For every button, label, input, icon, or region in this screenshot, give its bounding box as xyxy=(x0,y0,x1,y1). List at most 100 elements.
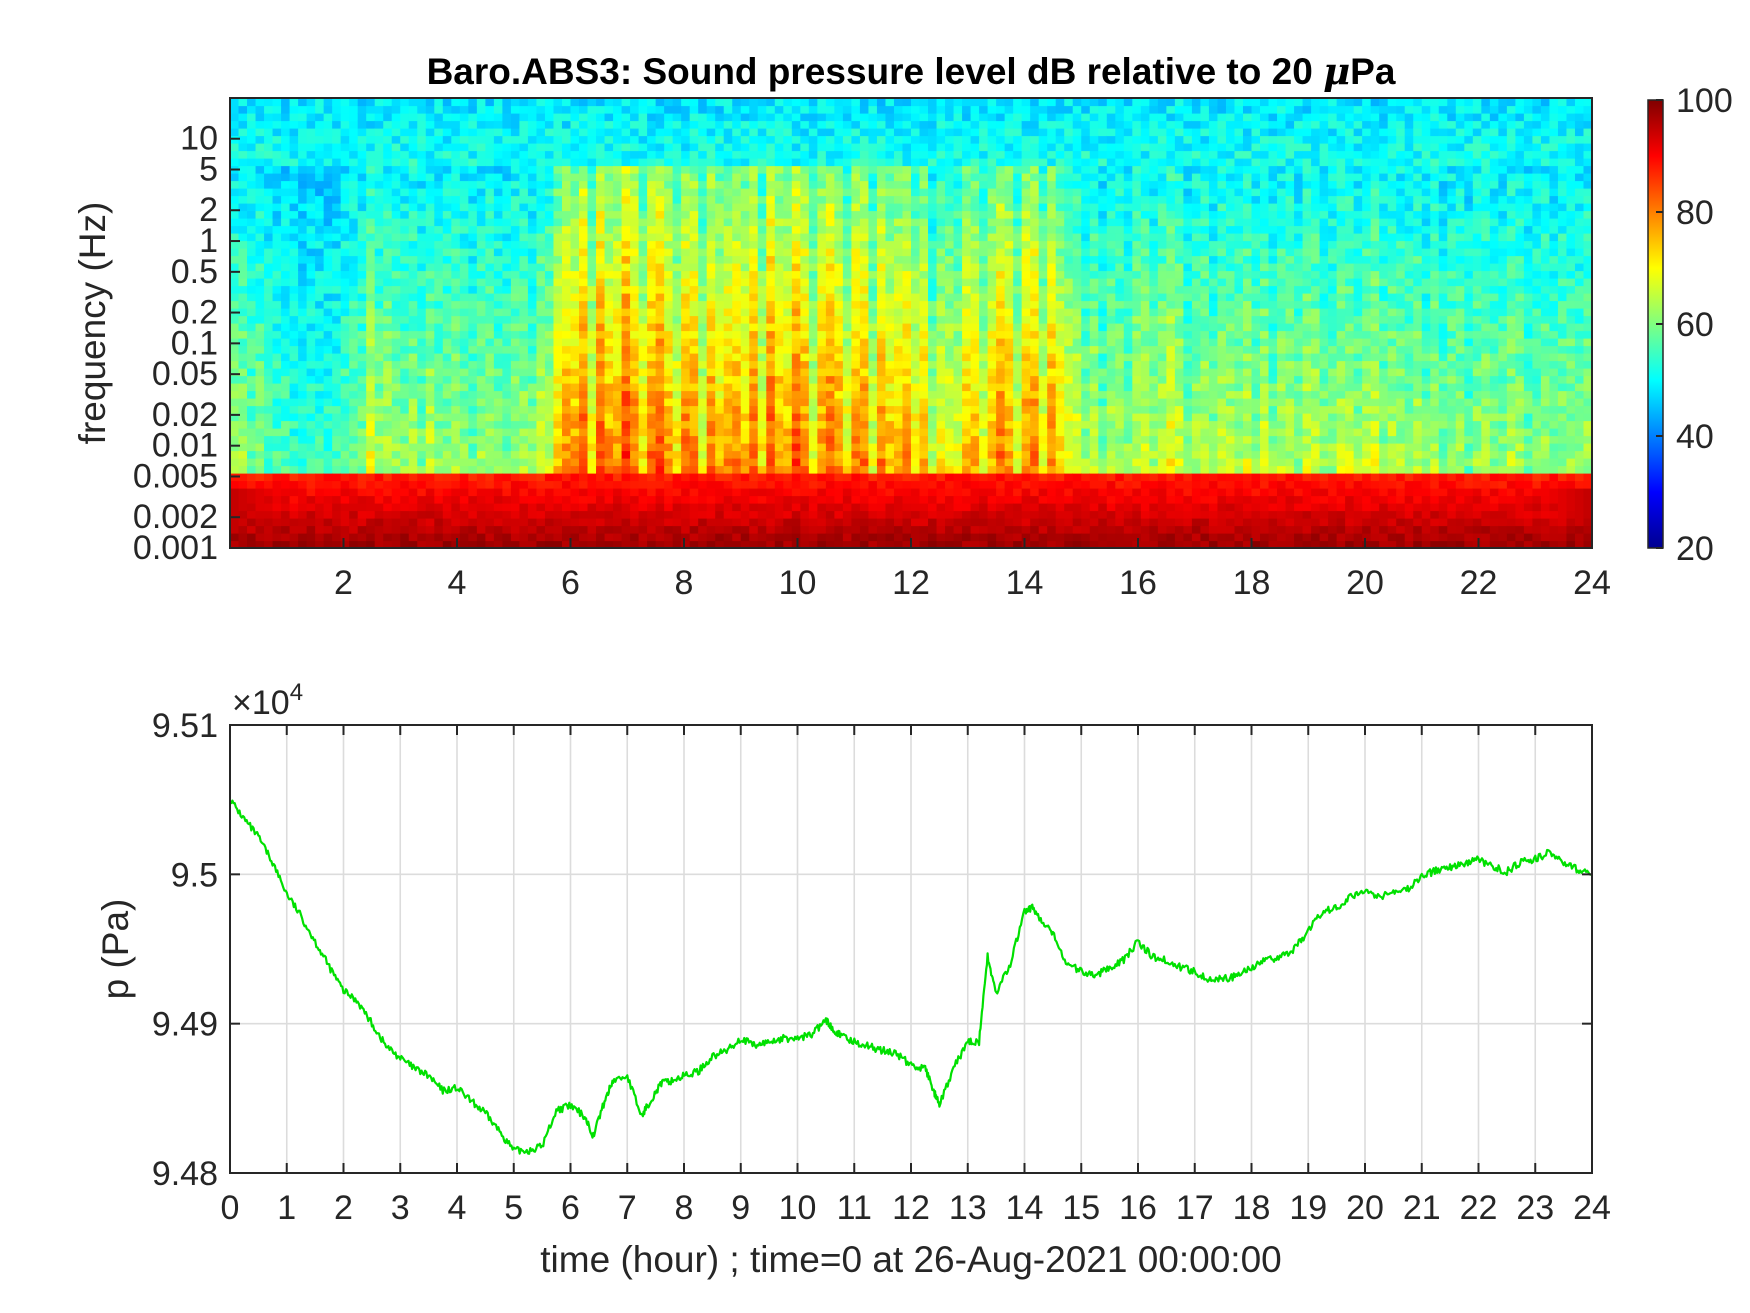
heatmap-cell xyxy=(536,143,546,152)
heatmap-cell xyxy=(919,360,929,369)
heatmap-cell xyxy=(732,533,742,542)
heatmap-cell xyxy=(638,285,648,294)
heatmap-cell xyxy=(544,420,555,429)
heatmap-cell xyxy=(561,285,572,294)
heatmap-cell xyxy=(919,180,929,189)
heatmap-cell xyxy=(766,465,776,474)
heatmap-cell xyxy=(340,210,350,219)
heatmap-cell xyxy=(672,300,682,309)
heatmap-cell xyxy=(630,405,640,414)
heatmap-cell xyxy=(919,450,929,459)
heatmap-cell xyxy=(638,480,648,489)
heatmap-cell xyxy=(706,225,716,234)
heatmap-cell xyxy=(544,443,555,452)
heatmap-cell xyxy=(749,210,759,219)
heatmap-cell xyxy=(893,323,904,332)
heatmap-cell xyxy=(323,300,333,309)
heatmap-cell xyxy=(298,233,308,242)
heatmap-cell xyxy=(527,360,538,369)
heatmap-cell xyxy=(655,360,665,369)
heatmap-cell xyxy=(876,375,887,384)
heatmap-cell xyxy=(306,510,316,519)
heatmap-cell xyxy=(825,533,835,542)
heatmap-cell xyxy=(255,540,265,549)
heatmap-cell xyxy=(783,203,793,212)
heatmap-cell xyxy=(502,540,512,549)
heatmap-cell xyxy=(851,443,861,452)
heatmap-cell xyxy=(349,180,359,189)
heatmap-cell xyxy=(859,533,870,542)
heatmap-cell xyxy=(647,240,657,249)
heatmap-cell xyxy=(757,360,767,369)
heatmap-cell xyxy=(885,323,895,332)
heatmap-cell xyxy=(570,420,580,429)
heatmap-cell xyxy=(255,98,265,107)
heatmap-cell xyxy=(723,398,733,407)
heatmap-cell xyxy=(876,98,887,107)
heatmap-cell xyxy=(264,98,274,107)
heatmap-cell xyxy=(817,443,827,452)
heatmap-cell xyxy=(876,218,887,227)
heatmap-cell xyxy=(647,338,657,347)
heatmap-cell xyxy=(928,195,938,204)
heatmap-cell xyxy=(264,540,274,549)
heatmap-cell xyxy=(519,465,529,474)
heatmap-cell xyxy=(400,480,410,489)
heatmap-cell xyxy=(876,443,887,452)
heatmap-cell xyxy=(536,465,546,474)
heatmap-cell xyxy=(493,195,503,204)
heatmap-cell xyxy=(247,540,257,549)
heatmap-cell xyxy=(289,158,299,167)
heatmap-cell xyxy=(289,315,299,324)
heatmap-cell xyxy=(859,398,870,407)
heatmap-cell xyxy=(425,330,435,339)
heatmap-cell xyxy=(519,413,529,422)
heatmap-cell xyxy=(791,255,801,264)
heatmap-cell xyxy=(255,195,265,204)
heatmap-cell xyxy=(570,263,580,272)
heatmap-cell xyxy=(425,405,435,414)
heatmap-cell xyxy=(791,368,801,377)
heatmap-cell xyxy=(502,473,512,482)
heatmap-cell xyxy=(655,375,665,384)
heatmap-cell xyxy=(519,428,529,437)
heatmap-cell xyxy=(621,473,631,482)
heatmap-cell xyxy=(579,518,589,527)
heatmap-cell xyxy=(417,405,427,414)
heatmap-cell xyxy=(706,158,716,167)
heatmap-cell xyxy=(766,300,776,309)
heatmap-cell xyxy=(519,263,529,272)
heatmap-cell xyxy=(911,188,921,197)
heatmap-cell xyxy=(451,488,461,497)
heatmap-cell xyxy=(817,450,827,459)
heatmap-cell xyxy=(757,195,767,204)
heatmap-cell xyxy=(579,375,589,384)
heatmap-cell xyxy=(859,525,870,534)
heatmap-cell xyxy=(596,143,606,152)
heatmap-cell xyxy=(536,180,546,189)
heatmap-cell xyxy=(493,323,503,332)
heatmap-cell xyxy=(247,480,257,489)
heatmap-cell xyxy=(740,488,750,497)
heatmap-cell xyxy=(911,353,921,362)
heatmap-cell xyxy=(247,300,257,309)
heatmap-cell xyxy=(689,218,699,227)
heatmap-cell xyxy=(706,128,716,137)
heatmap-cell xyxy=(715,128,725,137)
heatmap-cell xyxy=(740,293,750,302)
heatmap-cell xyxy=(519,180,529,189)
heatmap-cell xyxy=(570,203,580,212)
heatmap-cell xyxy=(357,368,367,377)
heatmap-cell xyxy=(400,173,410,182)
heatmap-cell xyxy=(689,293,699,302)
heatmap-cell xyxy=(800,428,810,437)
heatmap-cell xyxy=(749,293,759,302)
heatmap-cell xyxy=(698,210,708,219)
heatmap-cell xyxy=(476,390,486,399)
heatmap-cell xyxy=(825,128,835,137)
heatmap-cell xyxy=(349,405,359,414)
heatmap-cell xyxy=(570,225,580,234)
heatmap-cell xyxy=(272,503,282,512)
heatmap-cell xyxy=(604,345,614,354)
heatmap-cell xyxy=(664,345,674,354)
